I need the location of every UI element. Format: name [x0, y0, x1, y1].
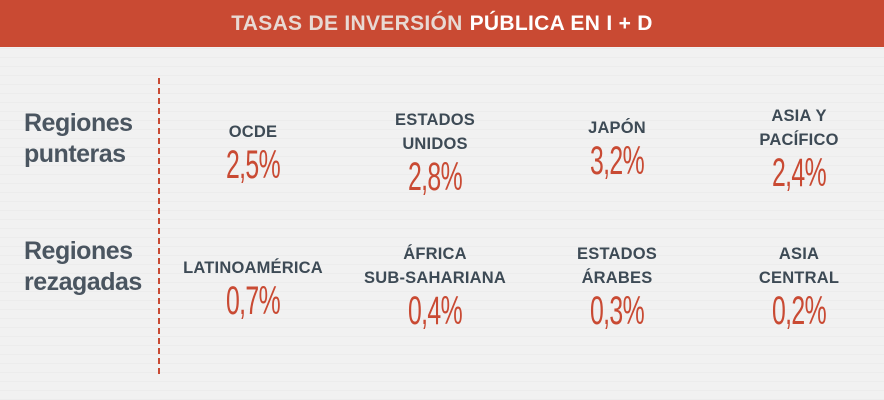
region-usa: ESTADOS UNIDOS 2,8%: [350, 108, 520, 198]
region-value: 2,5%: [225, 143, 281, 187]
region-value: 0,4%: [407, 289, 463, 333]
region-name: LATINOAMÉRICA: [183, 259, 323, 277]
region-name: CENTRAL: [758, 269, 840, 287]
region-name: PACÍFICO: [759, 131, 839, 149]
region-name: SUB-SAHARIANA: [364, 269, 506, 287]
row-label-lagging: Regiones rezagadas: [24, 236, 154, 298]
region-value: 2,8%: [407, 155, 463, 199]
region-name: JAPÓN: [588, 119, 646, 137]
title-banner: TASAS DE INVERSIÓN PÚBLICA EN I + D: [0, 0, 884, 47]
row-label-line: rezagadas: [24, 268, 142, 296]
title-part-2: PÚBLICA EN I + D: [469, 11, 653, 35]
region-name: ESTADOS: [577, 245, 657, 263]
row-label-line: Regiones: [24, 237, 133, 265]
region-latin-america: LATINOAMÉRICA 0,7%: [168, 256, 338, 322]
region-name: ASIA: [778, 245, 820, 263]
title-part-1: TASAS DE INVERSIÓN: [231, 11, 463, 35]
region-value: 0,2%: [771, 289, 827, 333]
region-japan: JAPÓN 3,2%: [532, 116, 702, 182]
region-oecd: OCDE 2,5%: [168, 120, 338, 186]
region-name: ASIA Y: [771, 107, 827, 125]
row-label-line: punteras: [24, 140, 126, 168]
region-central-asia: ASIA CENTRAL 0,2%: [714, 242, 884, 332]
region-name: UNIDOS: [402, 135, 468, 153]
region-value: 0,7%: [225, 279, 281, 323]
region-arab-states: ESTADOS ÁRABES 0,3%: [532, 242, 702, 332]
row-label-line: Regiones: [24, 109, 133, 137]
region-asia-pacific: ASIA Y PACÍFICO 2,4%: [714, 104, 884, 194]
region-name: ESTADOS: [395, 111, 475, 129]
region-sub-saharan-africa: ÁFRICA SUB-SAHARIANA 0,4%: [350, 242, 520, 332]
row-label-leading: Regiones punteras: [24, 108, 154, 170]
region-name: OCDE: [228, 123, 278, 141]
region-value: 0,3%: [589, 289, 645, 333]
dashed-divider: [158, 78, 160, 374]
region-name: ÁRABES: [581, 269, 653, 287]
region-name: ÁFRICA: [403, 245, 467, 263]
region-value: 3,2%: [589, 139, 645, 183]
region-value: 2,4%: [771, 151, 827, 195]
